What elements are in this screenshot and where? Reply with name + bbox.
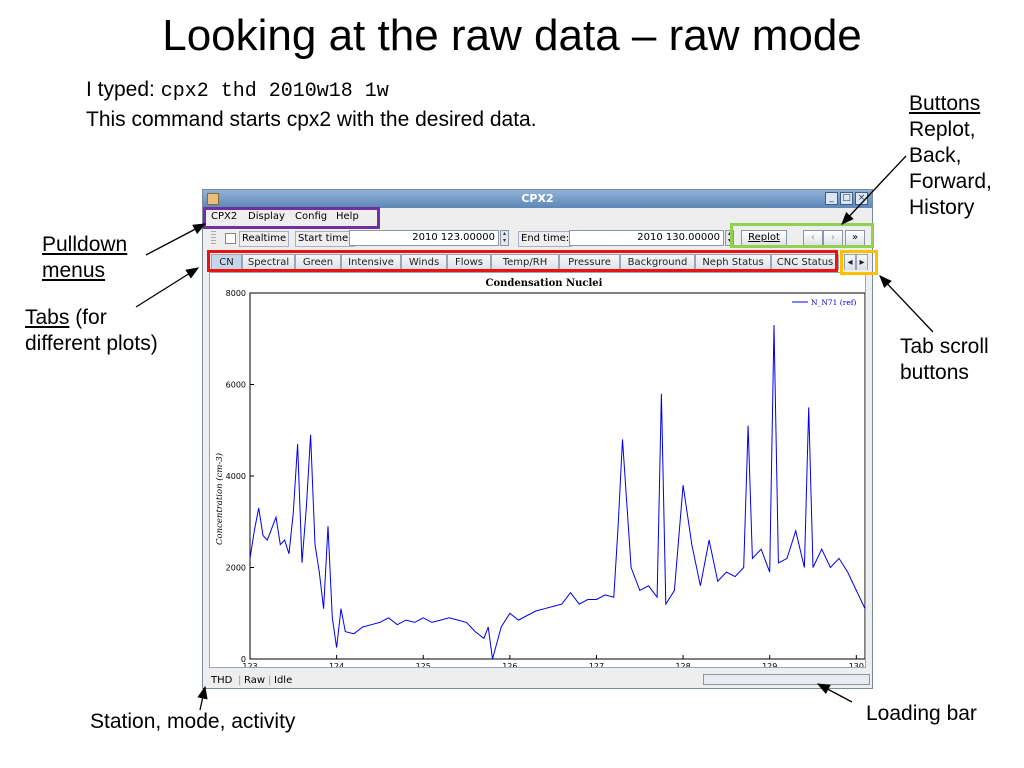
buttons-highlight-box: [730, 223, 874, 248]
close-icon[interactable]: ×: [855, 192, 868, 205]
loading-arrow: [816, 683, 853, 703]
status-mode: Raw: [244, 675, 266, 686]
start-time-field[interactable]: 2010 123.00000: [349, 230, 499, 246]
x-tick-label: 129: [762, 662, 777, 667]
buttons-heading: Buttons: [909, 92, 981, 115]
x-tick-label: 128: [675, 662, 690, 667]
tab-background[interactable]: Background: [620, 254, 695, 270]
series-line-n-n71: [249, 324, 866, 660]
tabs-rest: (for: [69, 306, 107, 329]
x-tick-label: 124: [329, 662, 344, 667]
status-station: THD: [211, 675, 233, 686]
tab-pressure[interactable]: Pressure: [559, 254, 620, 270]
command-description: This command starts cpx2 with the desire…: [86, 108, 537, 131]
status-separator: |: [268, 675, 272, 686]
toolbar: Realtime Start time: 2010 123.00000 ▴ ▾ E…: [203, 226, 872, 250]
window-title: CPX2: [521, 192, 554, 205]
status-activity: Idle: [274, 675, 293, 686]
y-tick-label: 6000: [226, 381, 246, 390]
typed-prefix: I typed:: [86, 78, 155, 101]
tab-green[interactable]: Green: [295, 254, 341, 270]
end-time-field[interactable]: 2010 130.00000: [569, 230, 724, 246]
menu-cpx2[interactable]: CPX2: [211, 211, 238, 222]
menu-help[interactable]: Help: [336, 211, 359, 222]
typed-command-line: I typed: cpx2 thd 2010w18 1w: [86, 77, 389, 105]
menu-bar: CPX2 Display Config Help: [203, 208, 872, 226]
maximize-icon[interactable]: □: [840, 192, 853, 205]
tabscroll-arrow: [879, 275, 934, 333]
x-tick-label: 127: [589, 662, 604, 667]
station-callout: Station, mode, activity: [90, 710, 296, 733]
tabscroll-line-1: Tab scroll: [900, 335, 989, 358]
tab-scroll-left-icon[interactable]: ◂: [844, 254, 856, 270]
pulldown-arrow: [145, 223, 207, 256]
loading-callout: Loading bar: [866, 702, 977, 725]
x-tick-label: 126: [502, 662, 517, 667]
start-time-spinner-icon[interactable]: ▴ ▾: [500, 230, 509, 246]
status-bar: THD | Raw | Idle: [203, 672, 872, 688]
buttons-callout: Buttons Replot, Back, Forward, History: [909, 91, 992, 221]
menu-config[interactable]: Config: [295, 211, 328, 222]
toolbar-grip-icon[interactable]: [211, 231, 216, 245]
loading-bar: [703, 674, 870, 685]
buttons-line-back: Back,: [909, 144, 962, 167]
y-tick-label: 0: [241, 655, 246, 664]
tab-strip: CN Spectral Green Intensive Winds Flows …: [203, 253, 872, 271]
y-tick-label: 2000: [226, 564, 246, 573]
buttons-arrow: [841, 155, 907, 225]
pulldown-callout: Pulldown menus: [42, 232, 127, 284]
tabs-line-2: different plots): [25, 332, 158, 355]
station-arrow: [197, 685, 208, 711]
buttons-line-replot: Replot,: [909, 118, 976, 141]
buttons-line-forward: Forward,: [909, 170, 992, 193]
tab-intensive[interactable]: Intensive: [341, 254, 401, 270]
x-tick-label: 130: [849, 662, 864, 667]
pulldown-line-1: Pulldown: [42, 233, 128, 256]
tab-neph-status[interactable]: Neph Status: [695, 254, 771, 270]
y-axis-label: Concentration (cm-3): [214, 453, 225, 545]
pulldown-line-2: menus: [42, 259, 106, 282]
cpx2-window: CPX2 _ □ × CPX2 Display Config Help Real…: [202, 189, 873, 689]
tab-spectral[interactable]: Spectral: [242, 254, 295, 270]
tabs-arrow: [135, 267, 200, 308]
plot-panel: Condensation Nuclei Concentration (cm-3)…: [209, 272, 866, 671]
slide-title: Looking at the raw data – raw mode: [162, 11, 862, 60]
x-tick-label: 125: [416, 662, 431, 667]
buttons-line-history: History: [909, 196, 975, 219]
tab-scroll-right-icon[interactable]: ▸: [856, 254, 868, 270]
window-titlebar[interactable]: CPX2 _ □ ×: [203, 190, 872, 208]
tabscroll-line-2: buttons: [900, 361, 969, 384]
tabs-highlight-box: [207, 250, 838, 272]
y-tick-label: 8000: [226, 289, 246, 298]
cn-chart: Condensation Nuclei Concentration (cm-3)…: [214, 278, 866, 671]
typed-command: cpx2 thd 2010w18 1w: [160, 80, 389, 103]
minimize-icon[interactable]: _: [825, 192, 838, 205]
y-tick-label: 4000: [226, 472, 246, 481]
tab-cn[interactable]: CN: [211, 254, 242, 270]
realtime-checkbox[interactable]: [225, 233, 236, 244]
java-app-icon: [207, 193, 219, 205]
tabs-word: Tabs: [25, 306, 70, 329]
tabscroll-callout: Tab scroll buttons: [900, 334, 989, 386]
tabscroll-highlight-box: [840, 250, 878, 275]
status-separator: |: [238, 675, 242, 686]
x-tick-label: 123: [242, 662, 257, 667]
tab-flows[interactable]: Flows: [447, 254, 491, 270]
end-time-spinner-icon[interactable]: ▴ ▾: [725, 230, 734, 246]
tab-cnc-status[interactable]: CNC Status: [771, 254, 839, 270]
tab-temp-rh[interactable]: Temp/RH: [491, 254, 559, 270]
tab-winds[interactable]: Winds: [401, 254, 447, 270]
chart-title: Condensation Nuclei: [486, 278, 603, 289]
legend-label: N_N71 (ref): [811, 298, 857, 307]
menu-highlight-box: [203, 207, 380, 229]
tabs-callout: Tabs (for different plots): [25, 305, 158, 357]
menu-display[interactable]: Display: [248, 211, 285, 222]
realtime-label[interactable]: Realtime: [239, 231, 290, 247]
